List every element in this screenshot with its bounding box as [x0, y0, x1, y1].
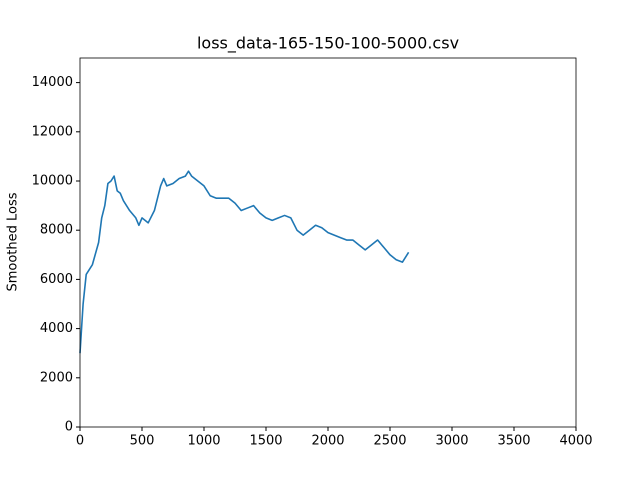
x-tick-label: 0: [76, 434, 84, 449]
y-tick-label: 12000: [32, 124, 73, 139]
x-tick-label: 4000: [559, 434, 592, 449]
x-tick-label: 1500: [249, 434, 282, 449]
y-tick-label: 6000: [40, 272, 73, 287]
x-tick-label: 2500: [373, 434, 406, 449]
x-tick-label: 1000: [187, 434, 220, 449]
x-tick-label: 2000: [311, 434, 344, 449]
y-tick-label: 2000: [40, 370, 73, 385]
x-tick-label: 3000: [435, 434, 468, 449]
y-tick-label: 8000: [40, 223, 73, 238]
x-tick-label: 500: [130, 434, 155, 449]
plot-frame: [79, 57, 577, 428]
y-tick-label: 10000: [32, 174, 73, 189]
y-tick-label: 0: [65, 420, 73, 435]
y-tick-label: 14000: [32, 75, 73, 90]
loss-line: [79, 170, 410, 354]
chart-title: loss_data-165-150-100-5000.csv: [197, 34, 459, 54]
x-tick-label: 3500: [497, 434, 530, 449]
y-axis-label: Smoothed Loss: [6, 192, 21, 291]
y-tick-label: 4000: [40, 321, 73, 336]
